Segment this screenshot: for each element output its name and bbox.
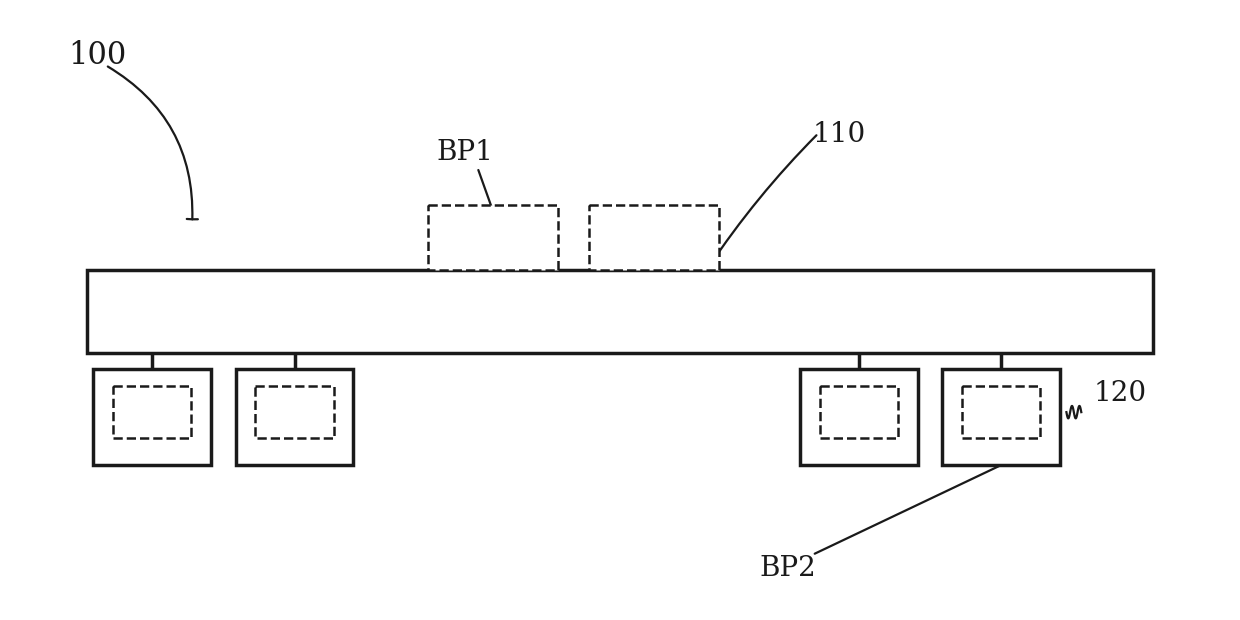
Bar	[800, 369, 918, 465]
Text: 110: 110	[812, 121, 866, 148]
Text: 120: 120	[1094, 380, 1147, 407]
Text: BP1: BP1	[436, 140, 494, 167]
Bar	[236, 369, 353, 465]
Bar	[962, 386, 1040, 438]
Text: 100: 100	[68, 40, 126, 71]
Bar	[93, 369, 211, 465]
Bar	[942, 369, 1060, 465]
Bar	[255, 386, 334, 438]
Text: BP2: BP2	[759, 555, 816, 582]
Bar	[820, 386, 898, 438]
Bar	[113, 386, 191, 438]
Bar	[428, 205, 558, 270]
Bar	[589, 205, 719, 270]
Bar	[87, 270, 1153, 353]
